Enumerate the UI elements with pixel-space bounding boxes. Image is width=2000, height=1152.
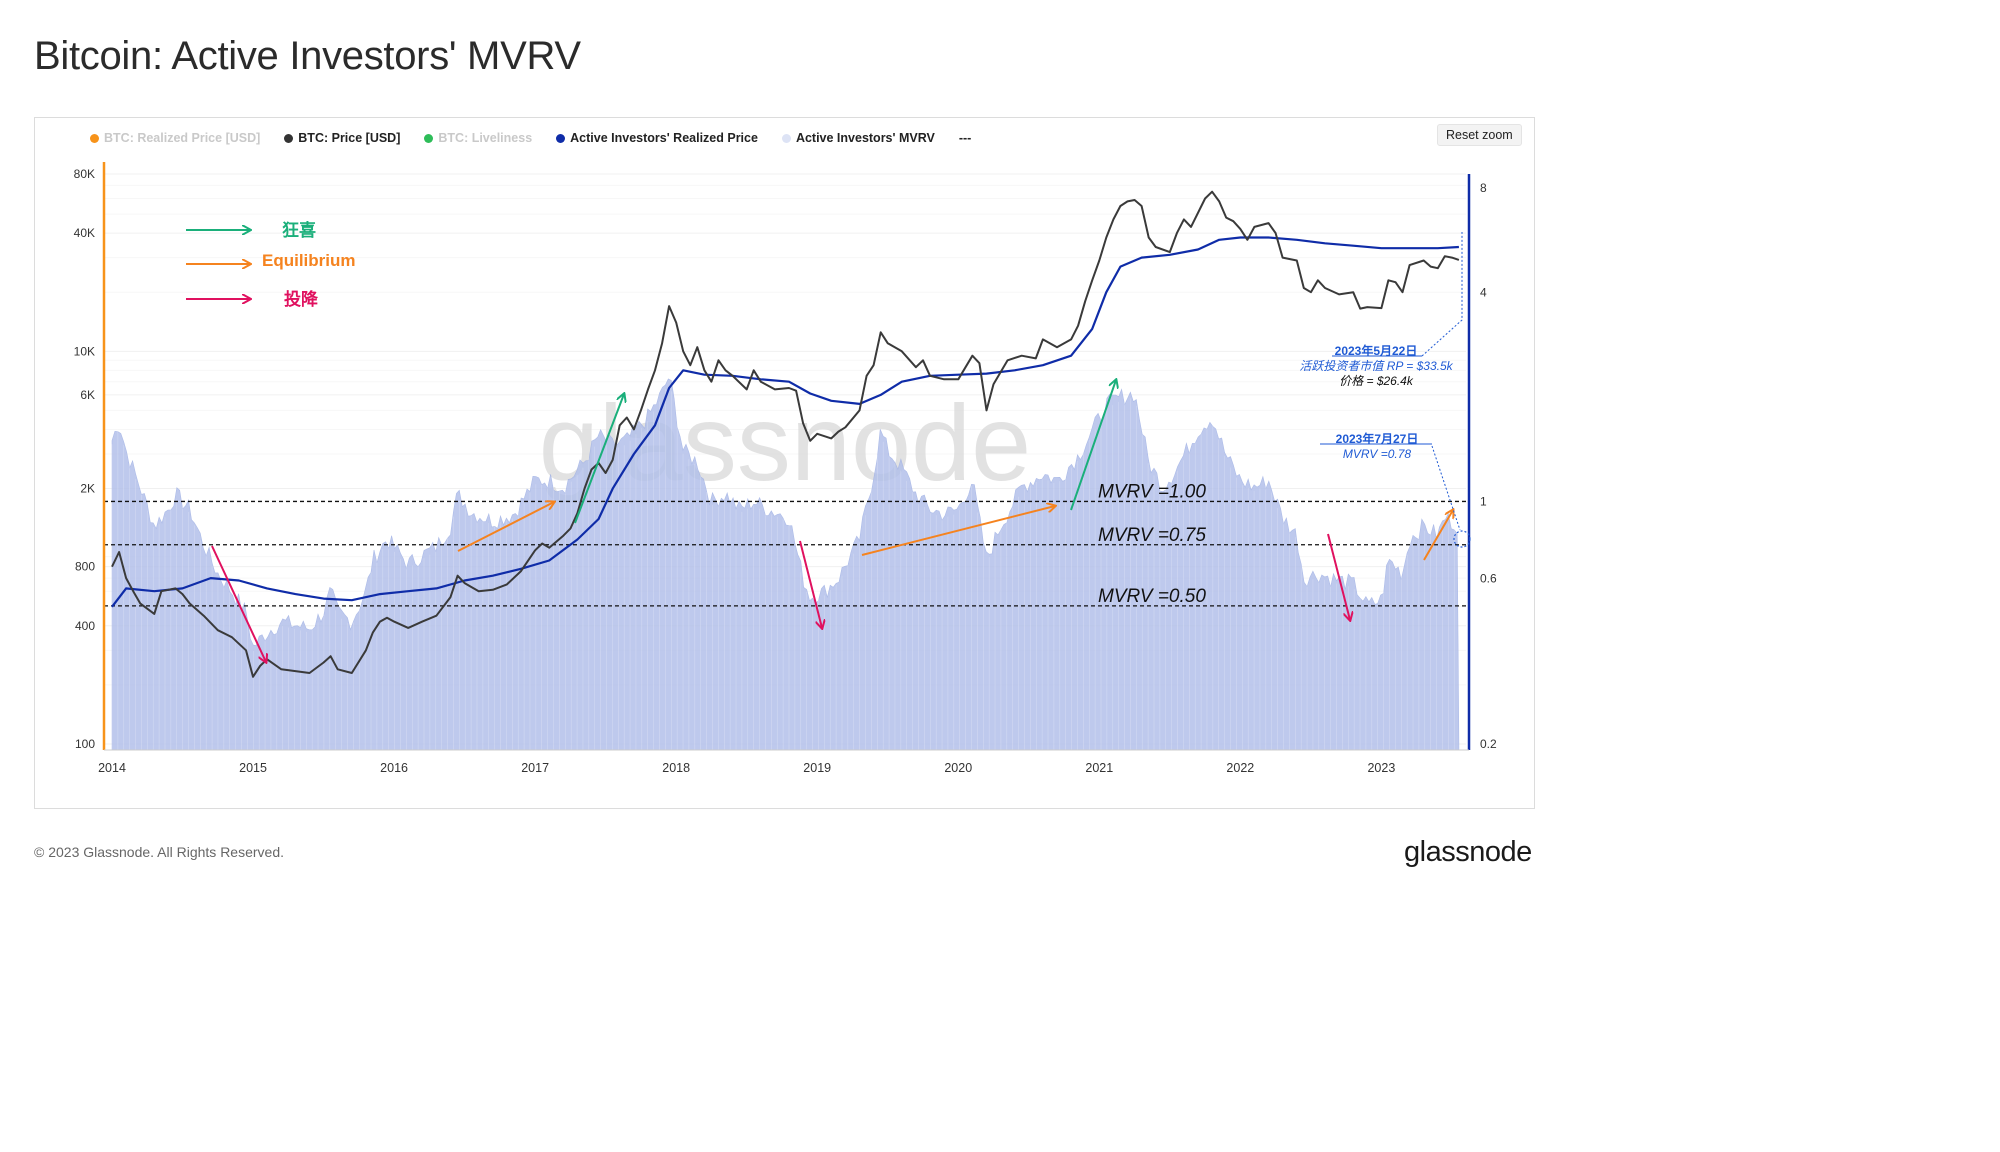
legend-item-1[interactable]: BTC: Price [USD] [284, 131, 400, 145]
legend-dot-icon [781, 133, 791, 143]
copyright-text: © 2023 Glassnode. All Rights Reserved. [34, 844, 285, 860]
legend-label: --- [958, 131, 972, 145]
legend-item-0[interactable]: BTC: Realized Price [USD] [90, 131, 260, 145]
legend-item-5[interactable]: --- [959, 131, 972, 145]
legend-item-3[interactable]: Active Investors' Realized Price [556, 131, 758, 145]
brand-logo: glassnode [1404, 836, 1532, 868]
reset-zoom-button[interactable]: Reset zoom [1437, 124, 1522, 146]
legend-dot-icon [284, 133, 294, 143]
chart-frame [34, 117, 1535, 809]
legend-label: BTC: Realized Price [USD] [104, 131, 261, 145]
page-title: Bitcoin: Active Investors' MVRV [34, 34, 581, 78]
legend-label: BTC: Price [USD] [298, 131, 401, 145]
legend-dot-icon [556, 133, 566, 143]
legend-label: BTC: Liveliness [438, 131, 533, 145]
legend-item-4[interactable]: Active Investors' MVRV [781, 131, 935, 145]
chart-legend: BTC: Realized Price [USD] BTC: Price [USD… [90, 131, 971, 145]
legend-dot-icon [424, 133, 434, 143]
legend-label: Active Investors' Realized Price [570, 131, 758, 145]
legend-label: Active Investors' MVRV [795, 131, 935, 145]
legend-dot-icon [90, 133, 99, 143]
legend-item-2[interactable]: BTC: Liveliness [424, 131, 532, 145]
